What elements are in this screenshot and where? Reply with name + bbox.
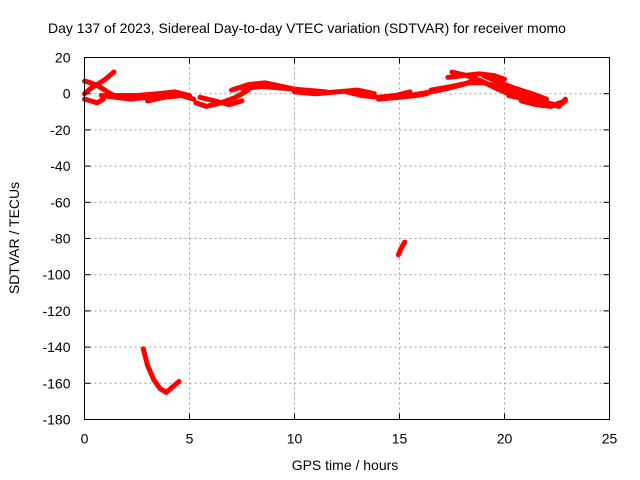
y-tick-label: 0 bbox=[63, 86, 71, 102]
series-arc-p bbox=[445, 71, 507, 82]
series-arc-o bbox=[428, 80, 514, 93]
y-tick-label: -140 bbox=[42, 339, 70, 355]
y-tick-label: 20 bbox=[55, 50, 71, 66]
x-tick-label: 10 bbox=[287, 431, 303, 447]
y-axis-label: SDTVAR / TECUs bbox=[6, 182, 22, 294]
x-tick-label: 25 bbox=[602, 431, 618, 447]
y-tick-label: -60 bbox=[50, 194, 70, 210]
y-tick-label: -160 bbox=[42, 375, 70, 391]
tick-layer: 0 5 10 15 20 25 20 0 -20 -40 -60 -80 -100 -120 -140 -16… bbox=[42, 50, 617, 447]
y-tick-label: -40 bbox=[50, 158, 70, 174]
series-arc-drop bbox=[140, 346, 182, 395]
grid-layer bbox=[84, 57, 610, 420]
series-arc-b bbox=[82, 78, 117, 98]
y-tick-label: -100 bbox=[42, 267, 70, 283]
x-tick-label: 5 bbox=[186, 431, 194, 447]
series-arc-e bbox=[113, 89, 192, 98]
series-arc-k bbox=[292, 87, 377, 97]
y-tick-label: -120 bbox=[42, 303, 70, 319]
series-arc-r bbox=[481, 73, 549, 102]
series-arc-h bbox=[197, 94, 245, 108]
x-tick-label: 20 bbox=[497, 431, 513, 447]
series-arc-c bbox=[82, 96, 106, 106]
series-arc-short bbox=[395, 239, 408, 258]
series-arc-f bbox=[145, 93, 197, 104]
x-tick-label: 0 bbox=[81, 431, 89, 447]
chart-title: Day 137 of 2023, Sidereal Day-to-day VTE… bbox=[48, 20, 566, 36]
y-tick-label: -20 bbox=[50, 122, 70, 138]
series-arc-j bbox=[239, 84, 329, 95]
x-tick-label: 15 bbox=[392, 431, 408, 447]
x-axis-label: GPS time / hours bbox=[292, 457, 399, 473]
series-arc-u bbox=[518, 98, 566, 109]
series-layer bbox=[82, 69, 568, 395]
y-tick-label: -180 bbox=[42, 412, 70, 428]
y-tick-label: -80 bbox=[50, 231, 70, 247]
series-arc-q bbox=[449, 69, 512, 97]
